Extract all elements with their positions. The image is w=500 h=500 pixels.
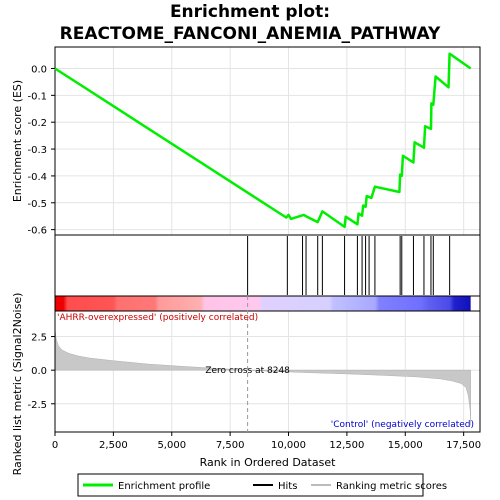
rank-panel-frame	[54, 310, 481, 433]
x-tick-label: 5,000	[157, 440, 186, 451]
enrichment-profile-line	[54, 52, 472, 229]
x-tick-label: 17,500	[446, 440, 481, 451]
x-tick-label: 7,500	[216, 440, 245, 451]
x-tick-label: 15,000	[388, 440, 423, 451]
rank-color-bar	[55, 296, 471, 311]
es-ytick-label: -0.1	[27, 91, 47, 102]
x-tick-label: 10,000	[271, 440, 306, 451]
ranking-metric-area	[54, 328, 471, 426]
rank-y-axis-label: Ranked list metric (Signal2Noise)	[11, 293, 24, 476]
es-y-axis-label: Enrichment score (ES)	[11, 80, 24, 202]
rank-ytick-label: 0.0	[31, 366, 47, 377]
negative-correlation-label: 'Control' (negatively correlated)	[331, 420, 474, 430]
es-ytick-label: -0.5	[27, 199, 47, 210]
x-tick-label: 0	[52, 440, 58, 451]
x-axis-label: Rank in Ordered Dataset	[200, 456, 337, 469]
rank-ytick-label: 2.5	[31, 333, 47, 344]
es-ytick-label: -0.3	[27, 145, 47, 156]
hits-panel-frame	[54, 234, 481, 297]
x-tick-label: 12,500	[329, 440, 364, 451]
chart-title-line2: REACTOME_FANCONI_ANEMIA_PATHWAY	[59, 24, 441, 44]
legend-label: Hits	[278, 481, 297, 492]
zero-cross-label: Zero cross at 8248	[205, 366, 290, 376]
rank-ytick-label: -2.5	[27, 400, 47, 411]
es-ytick-label: 0.0	[31, 64, 47, 75]
legend-label: Enrichment profile	[118, 481, 210, 492]
es-ytick-label: -0.2	[27, 118, 47, 129]
chart-title-line1: Enrichment plot:	[169, 2, 331, 22]
legend-box	[77, 473, 424, 497]
es-ytick-label: -0.4	[27, 172, 47, 183]
positive-correlation-label: 'AHRR-overexpressed' (positively correla…	[57, 313, 258, 323]
legend-label: Ranking metric scores	[336, 481, 447, 492]
x-tick-label: 2,500	[99, 440, 128, 451]
es-ytick-label: -0.6	[27, 226, 47, 237]
